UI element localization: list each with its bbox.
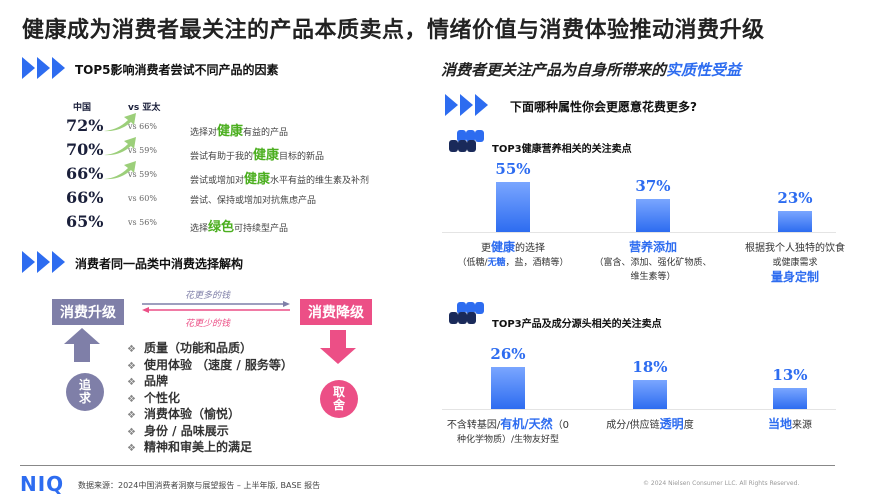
factor-desc: 选择对健康有益的产品 — [190, 124, 289, 139]
group2-title: TOP3产品及成分源头相关的关注卖点 — [492, 319, 662, 330]
double-arrow-icon — [142, 301, 290, 313]
china-pct: 72% — [66, 116, 104, 135]
factor-desc: 选择绿色可持续型产品 — [190, 220, 289, 235]
pursuit-item: ❖ 身份 / 品味展示 — [127, 423, 229, 438]
china-pct: 66% — [66, 188, 104, 207]
chevrons-icon — [22, 251, 65, 273]
bar-label: 营养添加 （富含、添加、强化矿物质、 维生素等） — [594, 240, 712, 282]
bar-value: 13% — [772, 366, 808, 384]
china-pct: 65% — [66, 212, 104, 231]
chevrons-icon — [22, 57, 65, 79]
chevrons-icon — [445, 94, 488, 116]
col-apac: vs 亚太 — [128, 103, 161, 113]
more-money-label: 花更多的钱 — [185, 291, 231, 301]
col-china: 中国 — [73, 103, 92, 113]
factor-desc: 尝试、保持或增加对抗焦虑产品 — [190, 196, 317, 206]
bar — [633, 380, 667, 409]
baseline — [442, 232, 836, 233]
section-title-structure: 消费者同一品类中消费选择解构 — [75, 257, 244, 271]
less-money-label: 花更少的钱 — [185, 319, 231, 329]
pursuit-list: ❖ 质量（功能和品质） ❖ 使用体验 （速度 / 服务等） ❖ 品牌 ❖ 个性化 ❖ 消费体验（愉… — [127, 341, 293, 457]
pursuit-item: ❖ 使用体验 （速度 / 服务等） — [127, 357, 293, 372]
niq-logo: NIQ — [20, 472, 65, 496]
bar-value: 37% — [635, 177, 671, 195]
apac-pct: vs 66% — [128, 122, 157, 131]
arrow-up-icon — [64, 328, 100, 362]
apac-pct: vs 59% — [128, 146, 157, 155]
apac-pct: vs 60% — [128, 194, 157, 203]
bar-value: 26% — [490, 345, 526, 363]
pursuit-item: ❖ 个性化 — [127, 390, 180, 405]
baseline — [442, 409, 836, 410]
bar — [773, 388, 807, 409]
right-headline: 消费者更关注产品为自身所带来的实质性受益 — [441, 61, 742, 79]
bar — [636, 199, 670, 232]
page-title: 健康成为消费者最关注的产品本质卖点，情绪价值与消费体验推动消费升级 — [22, 18, 765, 43]
apac-pct: vs 56% — [128, 218, 157, 227]
pursuit-item: ❖ 质量（功能和品质） — [127, 341, 252, 355]
trend-arrow-icon — [104, 137, 136, 156]
china-pct: 66% — [66, 164, 104, 183]
downgrade-box: 消费降级 — [300, 299, 372, 325]
bar-label: 不含转基因/有机/天然（0 种化学物质）/生物友好型 — [446, 417, 570, 445]
apac-pct: vs 59% — [128, 170, 157, 179]
database-icon — [447, 302, 485, 328]
factor-desc: 尝试或增加对健康水平有益的维生素及补剂 — [190, 172, 370, 187]
bar — [778, 211, 812, 232]
bar — [496, 182, 530, 232]
copyright: © 2024 Nielsen Consumer LLC. All Rights … — [643, 480, 800, 487]
arrow-down-icon — [320, 330, 356, 364]
bar-label: 当地来源 — [767, 417, 812, 431]
tradeoff-badge: 取舍 — [320, 380, 358, 418]
bar-value: 18% — [632, 358, 668, 376]
source-note: 数据来源：2024中国消费者洞察与展望报告 – 上半年版, BASE 报告 — [78, 481, 321, 490]
bar-value: 55% — [495, 160, 531, 178]
trend-arrow-icon — [104, 113, 136, 132]
pursuit-item: ❖ 消费体验（愉悦） — [127, 407, 240, 421]
pursue-badge: 追求 — [66, 373, 104, 411]
bar — [491, 367, 525, 409]
question-text: 下面哪种属性你会更愿意花费更多? — [510, 100, 697, 114]
bar-value: 23% — [777, 189, 813, 207]
pursuit-item: ❖ 精神和审美上的满足 — [127, 440, 252, 454]
pursuit-item: ❖ 品牌 — [127, 374, 168, 388]
section-title-top5: TOP5影响消费者尝试不同产品的因素 — [75, 63, 279, 77]
bar-label: 更健康的选择 （低糖/无糖，盐，酒精等） — [457, 240, 569, 268]
bar-label: 成分/供应链透明度 — [606, 417, 694, 431]
china-pct: 70% — [66, 140, 104, 159]
group1-title: TOP3健康营养相关的关注卖点 — [492, 144, 632, 155]
bar-label: 根据我个人独特的饮食 或健康需求 量身定制 — [745, 243, 845, 284]
factor-desc: 尝试有助于我的健康目标的新品 — [190, 148, 325, 163]
trend-arrow-icon — [104, 161, 136, 180]
footer-divider — [20, 465, 835, 466]
database-icon — [447, 130, 485, 156]
upgrade-box: 消费升级 — [52, 299, 124, 325]
